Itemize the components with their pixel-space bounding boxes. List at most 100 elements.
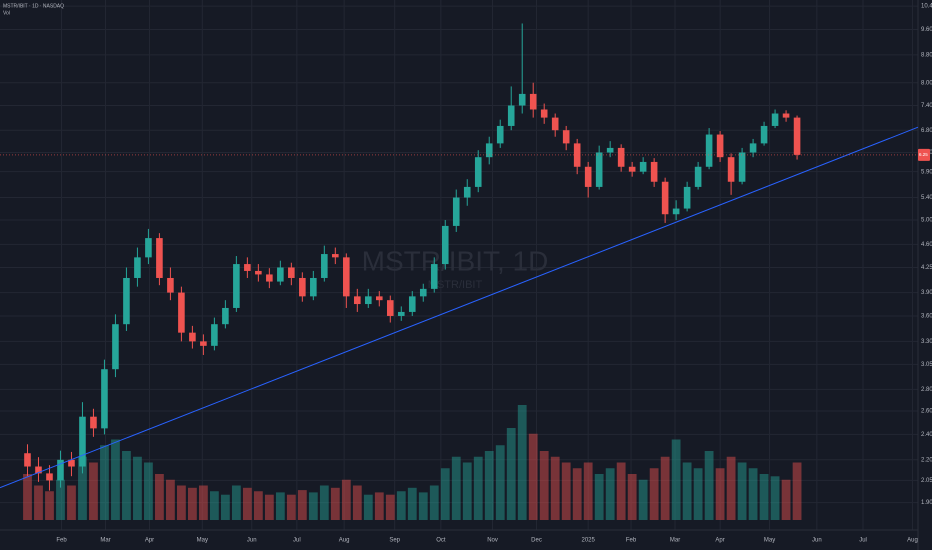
candle-body bbox=[68, 459, 75, 467]
candle-body bbox=[672, 208, 680, 215]
candle-body bbox=[782, 113, 790, 118]
volume-bar bbox=[23, 474, 32, 520]
volume-bar bbox=[473, 456, 483, 520]
y-tick-label: 2.80 bbox=[921, 387, 932, 393]
y-tick-label: 6.80 bbox=[921, 128, 932, 134]
x-tick-label: Feb bbox=[56, 538, 67, 544]
volume-bar bbox=[45, 491, 54, 520]
volume-bar bbox=[484, 451, 494, 520]
volume-bar bbox=[78, 456, 87, 520]
volume-bar bbox=[396, 491, 406, 520]
candle-body bbox=[463, 186, 471, 198]
candle-body bbox=[518, 93, 526, 106]
volume-bar bbox=[583, 462, 593, 520]
x-tick-label: Sep bbox=[389, 538, 400, 544]
candle-body bbox=[573, 143, 581, 167]
x-tick-label: Aug bbox=[907, 538, 918, 544]
header: MSTR/IBIT · 1D · NASDAQ bbox=[3, 3, 64, 9]
volume-bar bbox=[770, 476, 780, 520]
x-tick-label: Jul bbox=[859, 538, 867, 544]
volume-bar bbox=[594, 474, 604, 520]
volume-bar bbox=[341, 479, 351, 520]
candle-body bbox=[134, 257, 141, 278]
volume-bar bbox=[759, 474, 769, 520]
y-tick-label: 3.60 bbox=[921, 314, 932, 320]
candle-body bbox=[299, 277, 306, 297]
candle-body bbox=[255, 270, 262, 275]
volume-bar bbox=[187, 487, 197, 520]
candle-body bbox=[57, 459, 64, 481]
candle-body bbox=[595, 152, 603, 187]
candle-body bbox=[452, 197, 460, 226]
volume-bar bbox=[308, 492, 318, 520]
candle-body bbox=[397, 311, 405, 316]
volume-bar bbox=[550, 456, 560, 520]
volume-bar bbox=[209, 491, 219, 520]
volume-label: Vol bbox=[3, 10, 10, 16]
candle-body bbox=[606, 147, 614, 153]
candle-body bbox=[485, 143, 493, 158]
volume-bar bbox=[253, 491, 263, 520]
x-tick-label: Oct bbox=[436, 538, 446, 544]
candle-body bbox=[639, 161, 647, 172]
volume-bar bbox=[605, 468, 615, 520]
candle-body bbox=[430, 264, 438, 289]
volume-bar bbox=[748, 468, 758, 520]
candle-body bbox=[365, 296, 372, 305]
volume-bar bbox=[671, 439, 681, 520]
candle-body bbox=[628, 166, 636, 172]
candle-body bbox=[145, 238, 152, 258]
candle-body bbox=[529, 93, 537, 110]
candle-body bbox=[200, 341, 207, 346]
volume-bar bbox=[144, 462, 153, 520]
candle-body bbox=[277, 267, 284, 282]
volume-bar bbox=[330, 487, 340, 520]
y-tick-label: 3.90 bbox=[921, 290, 932, 296]
y-tick-label: 2.05 bbox=[921, 478, 932, 484]
volume-bar bbox=[155, 474, 164, 520]
candle-body bbox=[233, 264, 240, 308]
candle-body bbox=[354, 296, 361, 305]
candle-body bbox=[386, 300, 394, 316]
y-tick-label: 7.40 bbox=[921, 103, 932, 109]
y-tick-label: 10.40 bbox=[921, 4, 932, 10]
volume-bar bbox=[407, 487, 417, 520]
candle-body bbox=[90, 416, 97, 429]
last-price-label: 6.25 bbox=[919, 152, 928, 157]
x-tick-label: Feb bbox=[626, 538, 637, 544]
volume-bar bbox=[385, 494, 395, 520]
volume-bar bbox=[462, 462, 472, 520]
candle-body bbox=[244, 264, 251, 271]
volume-bar bbox=[122, 451, 131, 520]
candle-body bbox=[408, 296, 416, 312]
candle-body bbox=[551, 117, 559, 131]
candle-body bbox=[211, 324, 218, 346]
volume-bar bbox=[693, 468, 703, 520]
candle-body bbox=[332, 254, 339, 258]
y-tick-label: 5.00 bbox=[921, 218, 932, 224]
volume-bar bbox=[374, 492, 384, 520]
candle-body bbox=[123, 277, 130, 325]
candle-body bbox=[749, 143, 757, 153]
candle-body bbox=[79, 416, 86, 467]
candle-body bbox=[156, 238, 163, 278]
volume-bar bbox=[242, 487, 252, 520]
volume-bar bbox=[660, 456, 670, 520]
y-tick-label: 9.60 bbox=[921, 27, 932, 33]
volume-bar bbox=[286, 494, 296, 520]
volume-bar bbox=[539, 451, 549, 520]
candle-body bbox=[683, 186, 691, 209]
candles bbox=[24, 23, 801, 491]
volume-bar bbox=[506, 428, 516, 520]
y-tick-label: 2.40 bbox=[921, 432, 932, 438]
x-tick-label: Jun bbox=[247, 538, 257, 544]
volume-bar bbox=[89, 462, 98, 520]
candle-body bbox=[288, 267, 295, 278]
candle-body bbox=[46, 473, 53, 481]
volume-bar bbox=[572, 468, 582, 520]
volume-bar bbox=[56, 479, 65, 520]
candle-body bbox=[167, 277, 174, 293]
last-price-badge bbox=[918, 148, 930, 161]
